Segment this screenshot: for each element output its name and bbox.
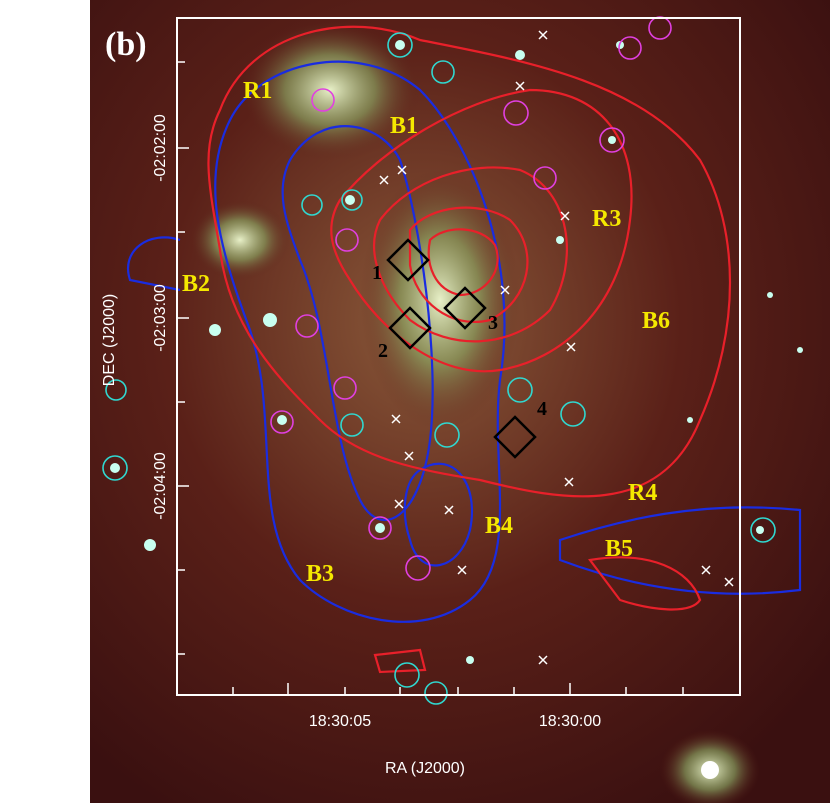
y-tick-label: -02:03:00 [152,284,169,352]
region-label: B6 [642,308,670,334]
x-axis-label: RA (J2000) [385,760,465,777]
contours [127,25,802,674]
region-label: B1 [390,113,418,139]
y-axis-label: DEC (J2000) [101,294,118,386]
nebula [360,170,520,430]
region-label: B5 [605,536,633,562]
source-markers [102,16,776,705]
region-label: B2 [182,271,210,297]
source-label: 2 [378,340,388,362]
region-label: R1 [243,78,272,104]
source-label: 4 [537,398,547,420]
x-tick-label: 18:30:05 [309,713,371,730]
source-diamonds [386,238,537,459]
source-label: 3 [488,312,498,334]
nebula [240,20,420,160]
nebula [190,200,290,280]
region-label: B3 [306,561,334,587]
x-tick-label: 18:30:00 [539,713,601,730]
frame-ticks [177,61,684,695]
region-label: R3 [592,206,621,232]
x-markers [379,30,734,665]
region-label: B4 [485,513,513,539]
region-label: R4 [628,480,657,506]
source-label: 1 [372,262,382,284]
stars [110,40,803,779]
y-tick-label: -02:04:00 [152,452,169,520]
y-tick-label: -02:02:00 [152,114,169,182]
panel-label: (b) [105,26,147,63]
